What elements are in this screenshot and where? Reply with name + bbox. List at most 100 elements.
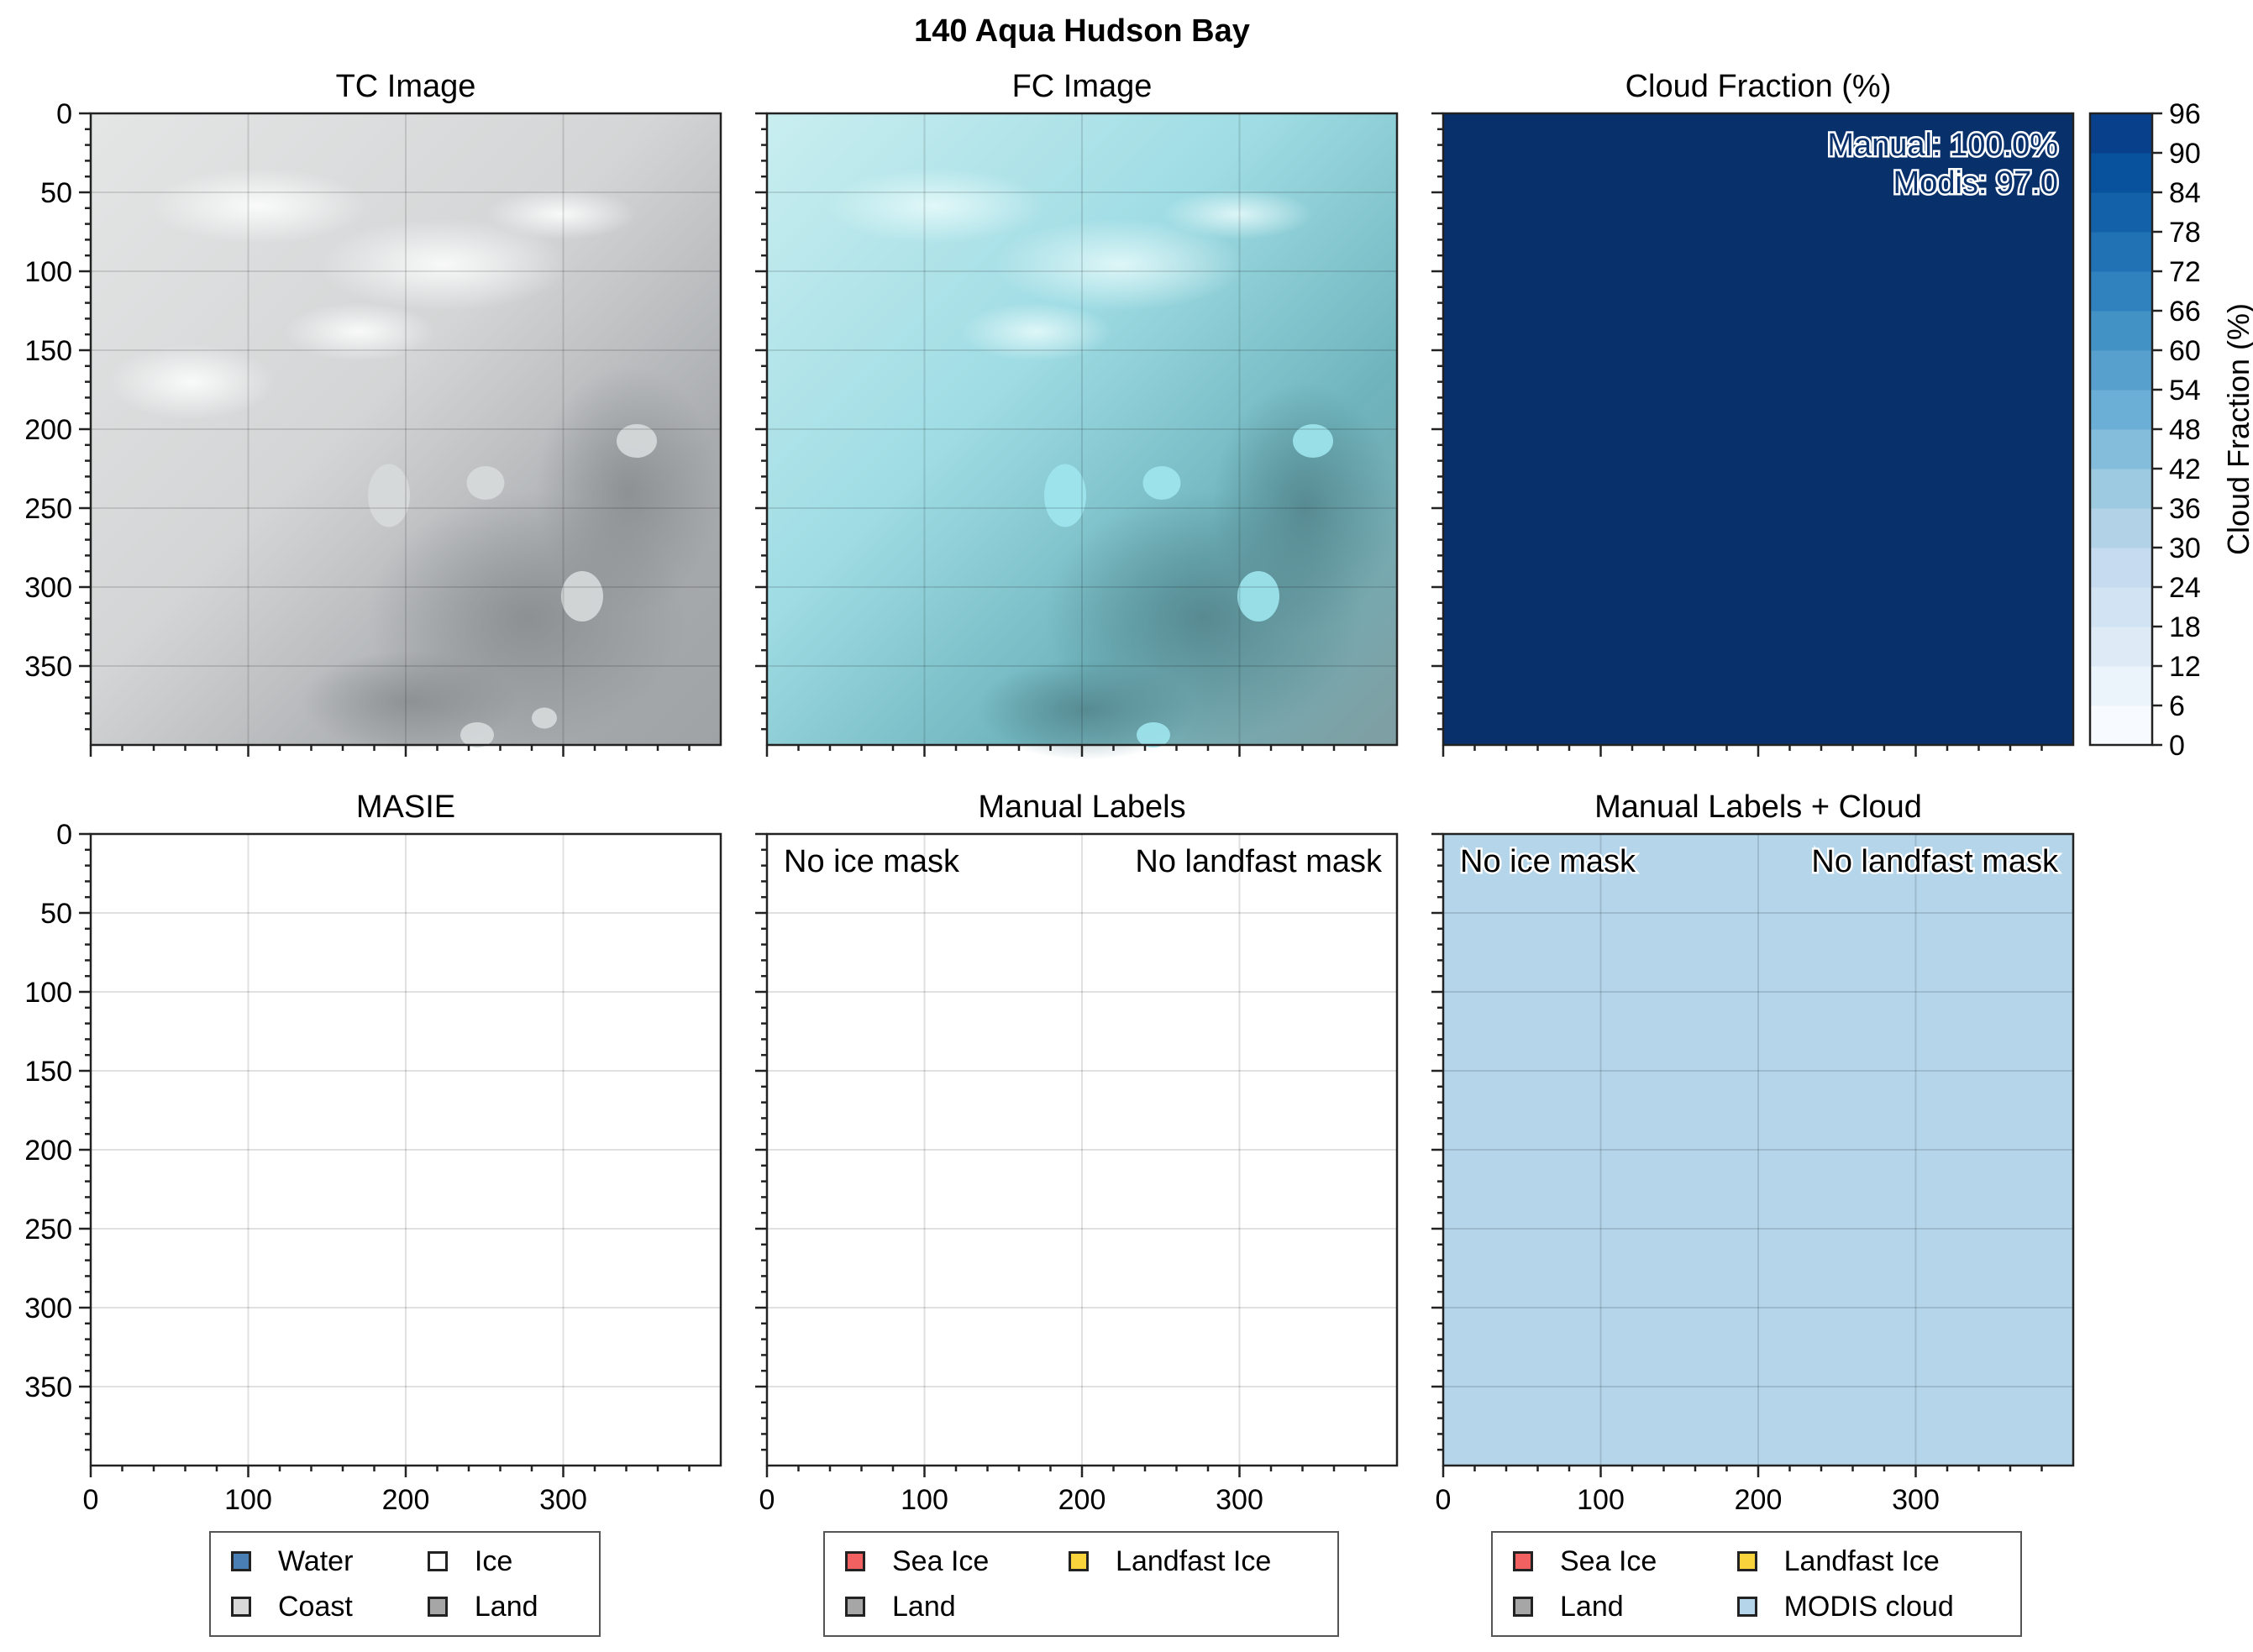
y-tick-label: 250 xyxy=(24,1214,72,1246)
colorbar-segment xyxy=(2090,390,2152,430)
legend-label: MODIS cloud xyxy=(1783,1590,1954,1623)
colorbar-tick-label: 78 xyxy=(2169,217,2201,249)
panel-image-tc xyxy=(91,113,721,752)
no-ice-mask-label: No ice mask xyxy=(784,844,960,879)
x-tick-label: 100 xyxy=(224,1484,272,1516)
panel-title-tc: TC Image xyxy=(336,69,476,104)
no-ice-mask-label: No ice mask xyxy=(1460,844,1636,879)
legend-item: Land xyxy=(427,1588,579,1625)
panel-tc: TC Image 0 50 100 150 200 250 300 350 xyxy=(24,69,722,757)
colorbar-segment xyxy=(2090,548,2152,588)
colorbar-segment xyxy=(2090,627,2152,667)
x-tick-label: 100 xyxy=(901,1484,948,1516)
y-tick-label: 100 xyxy=(24,977,72,1009)
panel-title-cf: Cloud Fraction (%) xyxy=(1625,69,1892,104)
cf-manual-annotation: Manual: 100.0% xyxy=(1827,128,2058,163)
cf-modis-annotation: Modis: 97.0 xyxy=(1893,165,2058,201)
legend-swatch xyxy=(427,1551,448,1571)
y-tick-label: 200 xyxy=(24,1135,72,1167)
panel-fc: FC Image xyxy=(755,69,1399,760)
colorbar-label: Cloud Fraction (%) xyxy=(2221,303,2253,555)
colorbar-tick-label: 60 xyxy=(2169,335,2201,367)
legend-label: Sea Ice xyxy=(1560,1544,1657,1577)
legend-item: Landfast Ice xyxy=(1736,1543,2000,1580)
manual-legend: Sea Ice Landfast Ice Land xyxy=(823,1531,1339,1637)
colorbar-segment xyxy=(2090,113,2152,154)
x-tick-label: 200 xyxy=(1058,1484,1106,1516)
colorbar-tick-label: 96 xyxy=(2169,98,2201,130)
legend-swatch xyxy=(231,1597,251,1617)
y-tick-label: 150 xyxy=(24,1056,72,1088)
colorbar-segment xyxy=(2090,192,2152,233)
manual-cloud-legend: Sea Ice Landfast Ice Land MODIS cloud xyxy=(1491,1531,2022,1637)
y-tick-label: 350 xyxy=(24,1371,72,1403)
panel-title-fc: FC Image xyxy=(1012,69,1153,104)
colorbar-tick-label: 12 xyxy=(2169,651,2201,683)
x-tick-label: 0 xyxy=(1436,1484,1452,1516)
colorbar: 0 6 12 18 24 30 36 42 48 54 60 66 72 78 84 90 96 Cloud Fr… xyxy=(2088,98,2253,762)
legend-item: Land xyxy=(845,1588,1035,1625)
colorbar-tick-label: 90 xyxy=(2169,138,2201,170)
colorbar-segment xyxy=(2090,666,2152,706)
legend-label: Landfast Ice xyxy=(1116,1544,1272,1577)
no-landfast-mask-label: No landfast mask xyxy=(1811,844,2059,879)
colorbar-tick-label: 54 xyxy=(2169,375,2201,406)
panel-title-manual_cloud: Manual Labels + Cloud xyxy=(1594,789,1922,825)
legend-swatch xyxy=(427,1597,448,1617)
colorbar-segment xyxy=(2090,469,2152,509)
legend-label: Land xyxy=(892,1590,956,1623)
x-tick-label: 0 xyxy=(83,1484,99,1516)
legend-swatch xyxy=(231,1551,251,1571)
x-tick-label: 100 xyxy=(1577,1484,1625,1516)
legend-swatch xyxy=(1069,1551,1090,1571)
colorbar-tick-label: 66 xyxy=(2169,296,2201,328)
colorbar-segment xyxy=(2090,271,2152,312)
legend-item: Coast xyxy=(231,1588,394,1625)
y-tick-label: 0 xyxy=(56,819,72,851)
colorbar-tick-label: 84 xyxy=(2169,177,2201,209)
legend-swatch xyxy=(845,1551,865,1571)
y-tick-label: 300 xyxy=(24,572,72,604)
colorbar-segment xyxy=(2090,350,2152,391)
panel-title-masie: MASIE xyxy=(356,789,455,825)
legend-item: Water xyxy=(231,1543,394,1580)
panel-manual_cloud: Manual Labels + Cloud 0 100 200 300 No ice ma… xyxy=(1431,789,2075,1516)
colorbar-tick-label: 36 xyxy=(2169,493,2201,525)
y-tick-label: 50 xyxy=(40,177,72,209)
colorbar-tick-label: 18 xyxy=(2169,611,2201,643)
colorbar-segment xyxy=(2090,232,2152,272)
x-tick-label: 300 xyxy=(539,1484,587,1516)
panel-manual: Manual Labels 0 100 200 300 No ice mask No lan… xyxy=(755,789,1399,1516)
panel-image-manual xyxy=(767,834,1397,1466)
x-tick-label: 300 xyxy=(1216,1484,1263,1516)
y-tick-label: 200 xyxy=(24,414,72,446)
y-tick-label: 350 xyxy=(24,651,72,683)
colorbar-segment xyxy=(2090,429,2152,469)
no-landfast-mask-label: No landfast mask xyxy=(1135,844,1383,879)
panel-masie: MASIE 0 50 100 150 200 250 300 350 0 100 200 300 xyxy=(24,789,722,1516)
masie-legend: Water Ice Coast Land xyxy=(209,1531,601,1637)
colorbar-segment xyxy=(2090,508,2152,548)
legend-item: Land xyxy=(1513,1588,1704,1625)
panel-image-fc xyxy=(767,113,1397,760)
colorbar-tick-label: 0 xyxy=(2169,730,2185,762)
y-tick-label: 250 xyxy=(24,493,72,525)
legend-label: Water xyxy=(278,1544,354,1577)
panel-image-manual_cloud xyxy=(1443,834,2073,1466)
legend-item: Sea Ice xyxy=(845,1543,1035,1580)
legend-swatch xyxy=(1736,1597,1757,1617)
colorbar-tick-label: 24 xyxy=(2169,572,2201,604)
legend-label: Land xyxy=(474,1590,538,1623)
legend-label: Landfast Ice xyxy=(1783,1544,1940,1577)
legend-item: Landfast Ice xyxy=(1069,1543,1317,1580)
panel-image-cf xyxy=(1443,113,2073,745)
colorbar-segment xyxy=(2090,587,2152,627)
x-tick-label: 0 xyxy=(759,1484,775,1516)
colorbar-tick-label: 30 xyxy=(2169,532,2201,564)
legend-item: Sea Ice xyxy=(1513,1543,1704,1580)
panel-cf: Cloud Fraction (%) Manual: 100.0%Modis: 9… xyxy=(1431,69,2075,757)
x-tick-label: 200 xyxy=(1735,1484,1783,1516)
legend-swatch xyxy=(1513,1551,1533,1571)
legend-swatch xyxy=(1736,1551,1757,1571)
